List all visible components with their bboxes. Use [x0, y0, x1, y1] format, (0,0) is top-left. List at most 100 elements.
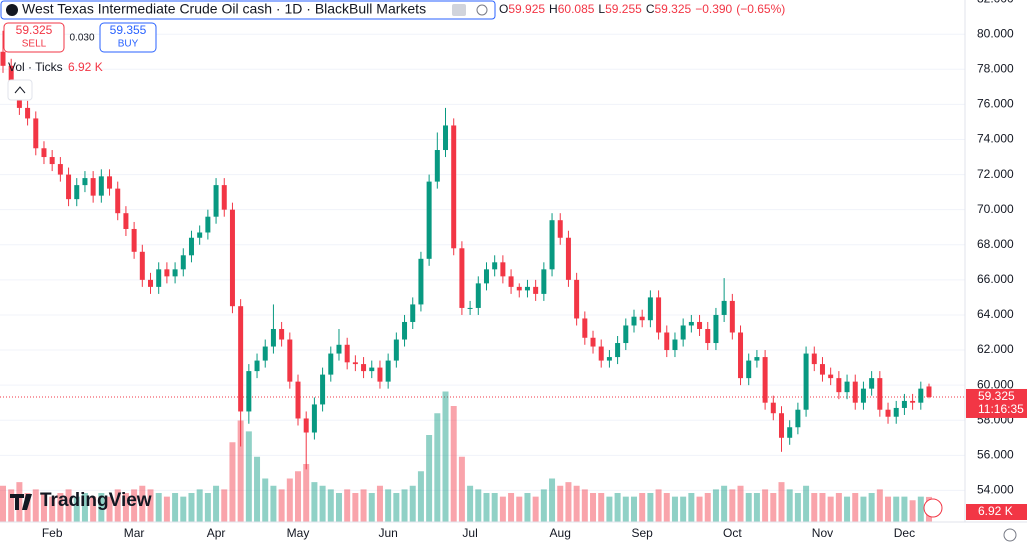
volume-bar — [8, 489, 15, 522]
buy-button[interactable] — [99, 22, 157, 53]
volume-bar — [868, 493, 875, 522]
volume-bar — [827, 496, 834, 522]
y-tick-label: 54.000 — [977, 483, 1014, 497]
collapse-button[interactable] — [7, 79, 33, 101]
candle-body — [721, 300, 727, 315]
axes: 54.00056.00058.00060.00062.00064.00066.0… — [42, 0, 1027, 540]
candle-body — [295, 381, 301, 419]
ohlc-key: H — [549, 2, 558, 16]
volume-bar — [475, 489, 482, 522]
events-icon[interactable] — [923, 498, 943, 518]
candle-body — [361, 364, 367, 372]
candle-body — [508, 276, 514, 287]
y-tick-label: 56.000 — [977, 447, 1014, 461]
volume-bar — [450, 406, 457, 522]
candle-body — [647, 297, 653, 321]
candle-body — [811, 353, 817, 365]
volume-bar — [729, 489, 736, 522]
candle-body — [877, 378, 883, 410]
candle-body — [180, 255, 186, 270]
volume-bar — [811, 493, 818, 522]
more-button[interactable] — [476, 4, 488, 16]
candle-body — [328, 353, 334, 375]
volume-bar — [180, 496, 187, 522]
settings-button[interactable] — [1003, 528, 1017, 542]
volume-bar — [327, 489, 334, 522]
candle-body — [279, 328, 285, 340]
volume-bar — [57, 493, 64, 522]
y-tick-label: 70.000 — [977, 202, 1014, 216]
candle-body — [164, 269, 170, 277]
y-tick-label: 60.000 — [977, 377, 1014, 391]
logo-icon — [10, 494, 32, 510]
y-tick-label: 62.000 — [977, 342, 1014, 356]
candle-body — [893, 407, 899, 417]
volume-bar — [770, 493, 777, 522]
volume-bar — [499, 496, 506, 522]
candle-body — [49, 157, 55, 165]
candle-body — [451, 125, 457, 249]
volume-bar — [917, 496, 924, 522]
title-box[interactable] — [0, 0, 496, 20]
x-tick-label: May — [287, 526, 310, 540]
candle-body — [148, 279, 154, 287]
volume-bar — [237, 420, 244, 522]
volume-bar — [16, 482, 23, 522]
y-tick-label: 68.000 — [977, 237, 1014, 251]
candle-body — [869, 378, 875, 389]
candle-body — [385, 360, 391, 382]
volume-bar — [73, 496, 80, 522]
x-tick-label: Dec — [894, 526, 915, 540]
hide-button[interactable] — [452, 4, 466, 16]
candle-body — [860, 388, 866, 403]
candle-body — [926, 386, 932, 397]
candle-body — [623, 325, 629, 344]
volume-bar — [458, 456, 465, 522]
candle-body — [483, 269, 489, 284]
candle-body — [549, 220, 555, 270]
volume-bar — [762, 489, 769, 522]
collapse-arrow — [14, 86, 26, 94]
y-tick-label: 80.000 — [977, 26, 1014, 40]
candle-body — [803, 353, 809, 410]
candle-body — [172, 269, 178, 277]
y-tick-label: 72.000 — [977, 167, 1014, 181]
sell-button[interactable] — [3, 22, 65, 53]
volume-bar — [590, 493, 597, 522]
candle-body — [598, 346, 604, 361]
buy-label: BUY — [118, 39, 139, 50]
candle-body — [901, 400, 907, 408]
volume-bar — [254, 456, 261, 522]
ohlc-legend: O59.925 H60.085 L59.255 C59.325 −0.390 (−0.65… — [499, 2, 785, 16]
candle-body — [795, 409, 801, 428]
spread: 0.030 — [69, 33, 94, 44]
candle-body — [557, 220, 563, 238]
volume-bar — [360, 489, 367, 522]
candle-body — [524, 286, 530, 291]
logo: TradingView — [40, 490, 152, 511]
candle-body — [754, 357, 760, 361]
candle-body — [25, 107, 31, 119]
candle-body — [639, 316, 645, 321]
volume-bar — [319, 485, 326, 522]
volume-bar — [401, 489, 408, 522]
volume-bar — [245, 431, 252, 522]
candle-body — [828, 374, 834, 379]
x-tick-label: Nov — [812, 526, 833, 540]
candle-body — [74, 185, 80, 200]
volume-bar — [491, 493, 498, 522]
candle-body — [205, 216, 211, 233]
ohlc-key: O — [499, 2, 508, 16]
volume-bar — [721, 485, 728, 522]
candle-body — [582, 318, 588, 338]
volume-bar — [704, 493, 711, 522]
candle-body — [369, 367, 375, 372]
candle-body — [402, 321, 408, 340]
volume-last: 6.92 K — [68, 60, 103, 74]
volume-bar — [680, 496, 687, 522]
volume-bar — [114, 489, 121, 522]
volume-bar — [295, 471, 302, 522]
candle-body — [910, 400, 916, 403]
